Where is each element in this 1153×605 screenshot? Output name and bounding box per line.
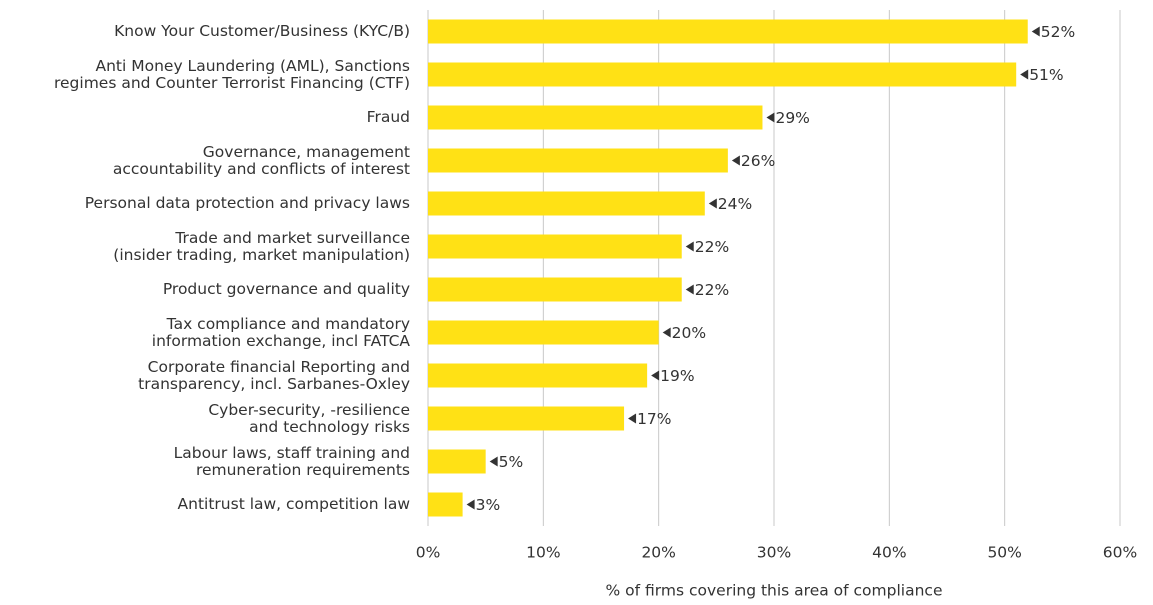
x-tick-label: 10% [526, 544, 560, 562]
label-pointer [708, 198, 717, 209]
value-label: 24% [718, 195, 752, 213]
bar [428, 492, 463, 517]
bar [428, 406, 625, 431]
y-tick-label: Tax compliance and mandatory information … [152, 315, 411, 350]
y-tick-label: Know Your Customer/Business (KYC/B) [114, 22, 410, 40]
y-tick-label: Trade and market surveillance (insider tr… [113, 229, 410, 264]
label-pointer [651, 370, 660, 381]
x-tick-label: 50% [987, 544, 1021, 562]
bar [428, 62, 1017, 87]
label-pointer [1020, 69, 1029, 80]
bar [428, 363, 648, 388]
y-tick-label: Cyber-security, -resilience and technolog… [208, 401, 410, 436]
label-pointer [628, 413, 637, 424]
label-pointer [685, 284, 694, 295]
x-tick-label: 60% [1103, 544, 1137, 562]
y-tick-label: Product governance and quality [163, 280, 410, 298]
x-tick-label: 20% [641, 544, 675, 562]
x-tick-label: 30% [757, 544, 791, 562]
y-tick-label: Governance, management accountability and… [113, 143, 410, 178]
bar [428, 191, 705, 216]
y-tick-label: Anti Money Laundering (AML), Sanctions re… [54, 57, 410, 92]
x-tick-label: 40% [872, 544, 906, 562]
bar [428, 320, 659, 345]
label-pointer [662, 327, 671, 338]
label-pointer [466, 499, 475, 510]
bar [428, 148, 728, 173]
y-tick-label: Personal data protection and privacy law… [85, 194, 410, 212]
y-tick-label: Corporate financial Reporting and transpa… [138, 358, 410, 393]
label-pointer [766, 112, 775, 123]
bar [428, 234, 682, 259]
label-pointer [685, 241, 694, 252]
value-label: 22% [695, 238, 729, 256]
bar [428, 277, 682, 302]
value-label: 52% [1041, 23, 1075, 41]
value-label: 19% [660, 367, 694, 385]
value-label: 26% [741, 152, 775, 170]
y-tick-label: Antitrust law, competition law [178, 495, 411, 513]
bar [428, 105, 763, 130]
label-pointer [489, 456, 498, 467]
x-axis-title: % of firms covering this area of complia… [606, 582, 943, 600]
value-label: 20% [672, 324, 706, 342]
x-tick-label: 0% [416, 544, 441, 562]
bar [428, 19, 1028, 44]
value-label: 3% [476, 496, 501, 514]
y-tick-label: Fraud [367, 108, 410, 126]
bar [428, 449, 486, 474]
y-tick-label: Labour laws, staff training and remunerat… [174, 444, 410, 479]
label-pointer [1031, 26, 1040, 37]
value-label: 5% [499, 453, 524, 471]
value-label: 17% [637, 410, 671, 428]
value-label: 22% [695, 281, 729, 299]
value-label: 51% [1029, 66, 1063, 84]
label-pointer [731, 155, 740, 166]
value-label: 29% [775, 109, 809, 127]
